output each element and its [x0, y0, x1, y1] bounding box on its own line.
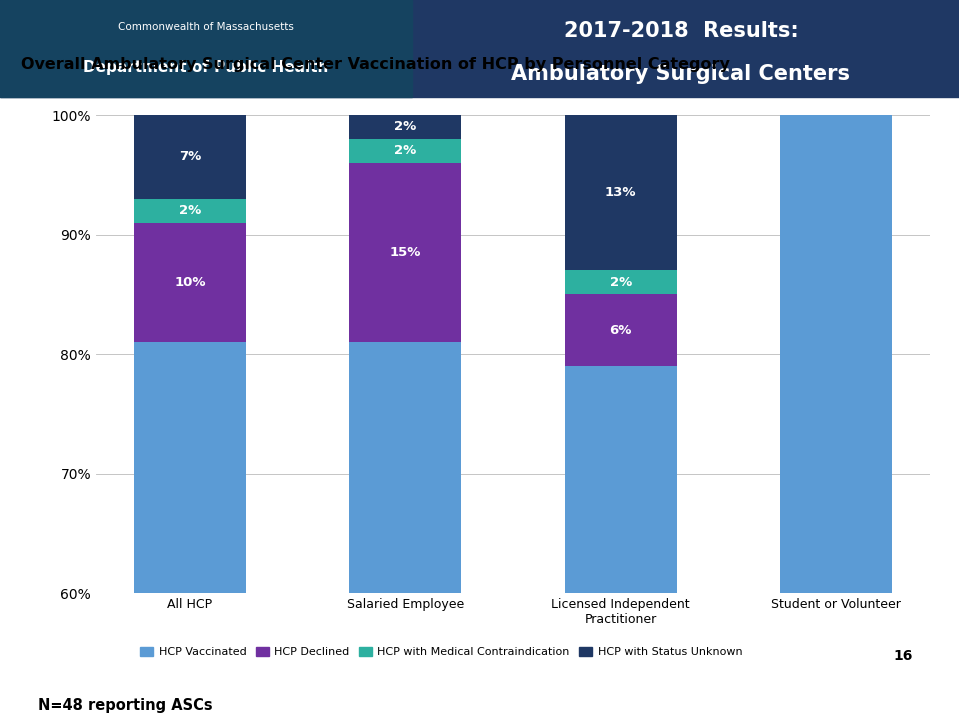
Bar [0, 0, 412, 97]
Text: Ambulatory Surgical Centers: Ambulatory Surgical Centers [511, 64, 851, 84]
Text: 2%: 2% [610, 276, 632, 289]
Text: 6%: 6% [610, 324, 632, 336]
Bar [349, 342, 461, 719]
Bar [134, 115, 246, 198]
Text: N=48 reporting ASCs: N=48 reporting ASCs [38, 698, 213, 713]
Bar [781, 115, 892, 719]
Bar [349, 115, 461, 139]
Bar [565, 115, 677, 270]
Bar [134, 198, 246, 223]
Bar [565, 294, 677, 366]
Text: Department of Public Health: Department of Public Health [83, 60, 329, 75]
Bar [565, 366, 677, 719]
Bar [349, 139, 461, 162]
Bar [349, 162, 461, 342]
Text: 13%: 13% [605, 186, 637, 199]
Bar [565, 270, 677, 294]
Text: 10%: 10% [175, 276, 205, 289]
Text: Commonwealth of Massachusetts: Commonwealth of Massachusetts [118, 22, 294, 32]
Text: 2%: 2% [394, 145, 416, 157]
Text: 7%: 7% [178, 150, 201, 163]
Text: 2%: 2% [394, 121, 416, 134]
Bar [134, 342, 246, 719]
Legend: HCP Vaccinated, HCP Declined, HCP with Medical Contraindication, HCP with Status: HCP Vaccinated, HCP Declined, HCP with M… [135, 642, 747, 661]
Text: 2%: 2% [178, 204, 201, 217]
Text: 2017-2018  Results:: 2017-2018 Results: [564, 21, 798, 41]
Text: 15%: 15% [389, 246, 421, 259]
Text: 16: 16 [894, 649, 913, 663]
Bar [134, 223, 246, 342]
Text: Overall Ambulatory Surgical Center Vaccination of HCP by Personnel Category: Overall Ambulatory Surgical Center Vacci… [21, 57, 730, 72]
